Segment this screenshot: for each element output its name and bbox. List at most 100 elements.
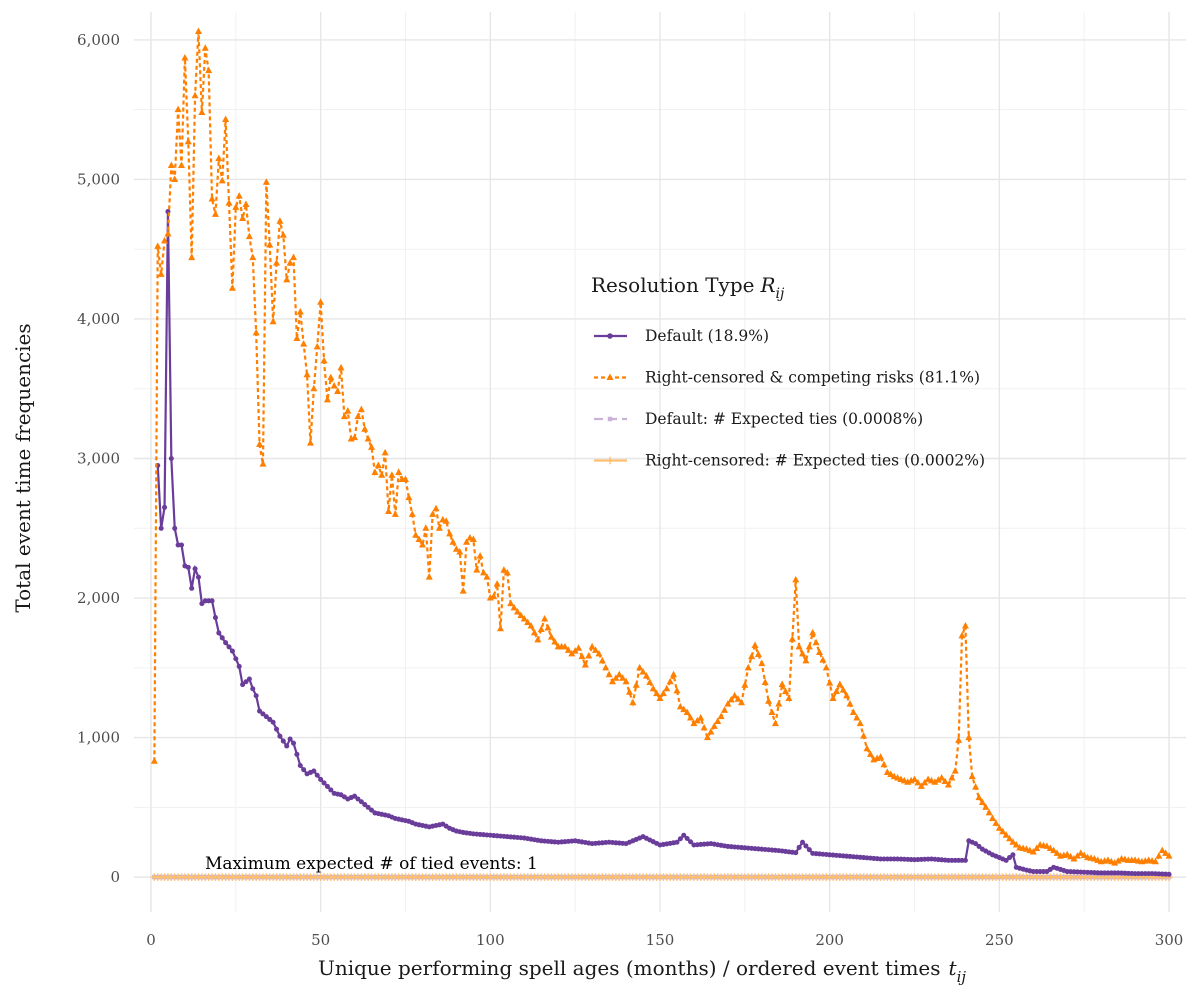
series-1-point xyxy=(259,460,267,467)
legend-key-marker xyxy=(606,456,614,465)
series-1-point xyxy=(911,775,919,782)
series-0-point xyxy=(681,832,687,838)
series-0-point xyxy=(273,726,280,732)
series-0-point xyxy=(216,630,222,636)
series-1-point xyxy=(317,298,325,305)
series-1-point xyxy=(541,614,549,622)
series-1-point xyxy=(150,757,158,764)
y-tick-label: 2,000 xyxy=(77,589,120,607)
series-0-point xyxy=(263,714,269,720)
series-1-point xyxy=(992,819,1000,826)
series-0-point xyxy=(1166,871,1172,877)
series-1-point xyxy=(1002,831,1010,838)
series-1-point xyxy=(778,680,786,688)
series-1-point xyxy=(497,624,505,632)
series-1-point xyxy=(242,200,250,208)
series-1-point xyxy=(914,778,922,786)
series-0-point xyxy=(219,635,225,641)
series-1-point xyxy=(938,774,946,781)
series-1-point xyxy=(866,750,874,757)
series-1-point xyxy=(687,714,695,721)
series-1-point xyxy=(792,575,800,583)
series-1-point xyxy=(595,649,603,657)
series-0-point xyxy=(677,836,683,842)
series-1-point xyxy=(853,714,861,721)
series-0-point xyxy=(973,841,979,847)
series-1-point xyxy=(235,192,243,199)
series-1-point xyxy=(517,611,525,618)
series-1-point xyxy=(751,641,759,648)
series-1-point xyxy=(917,782,925,789)
y-axis-title: Total event time frequencies xyxy=(11,323,35,612)
series-0-point xyxy=(192,566,198,572)
series-1-point xyxy=(449,538,457,545)
x-tick-label: 50 xyxy=(311,931,330,949)
series-1-point xyxy=(1029,848,1037,855)
series-1-point xyxy=(887,770,895,778)
series-1-point xyxy=(273,259,281,266)
legend-item: Right-censored: # Expected ties (0.0002%… xyxy=(594,452,985,470)
series-1-point xyxy=(405,493,413,501)
series-1-point xyxy=(269,317,277,325)
series-1-point xyxy=(1155,852,1163,859)
series-1-point xyxy=(822,663,830,671)
series-1-point xyxy=(289,253,297,261)
series-1-point xyxy=(608,677,616,685)
series-0-point xyxy=(294,751,300,757)
series-1-point xyxy=(720,706,728,713)
series-0-point xyxy=(806,847,812,853)
series-0-point xyxy=(270,719,276,725)
series-1-point xyxy=(473,566,481,573)
legend-item: Default: # Expected ties (0.0008%) xyxy=(594,410,923,428)
series-1-point xyxy=(1043,842,1051,849)
series-1-point xyxy=(296,308,304,315)
series-1-point xyxy=(737,698,745,706)
series-1-point xyxy=(201,44,209,51)
series-1-point xyxy=(300,340,308,347)
series-0-point xyxy=(195,574,202,580)
series-1-point xyxy=(968,772,976,780)
legend-label: Right-censored: # Expected ties (0.0002%… xyxy=(645,452,985,470)
series-1-point xyxy=(832,687,840,695)
series-1-point xyxy=(989,814,997,822)
series-1-point xyxy=(697,714,705,721)
series-1-point xyxy=(1050,846,1058,854)
series-1-point xyxy=(836,680,844,688)
series-1-point xyxy=(761,678,769,685)
series-1-point xyxy=(415,535,423,542)
series-1-point xyxy=(361,425,369,432)
series-1-point xyxy=(306,439,314,446)
series-0-point xyxy=(976,843,982,849)
series-0-point xyxy=(168,455,174,462)
series-1-point xyxy=(401,475,409,482)
series-1-point xyxy=(744,663,752,671)
series-1-point xyxy=(666,677,674,685)
series-1-point xyxy=(653,689,661,697)
series-1-point xyxy=(198,108,206,115)
series-1-point xyxy=(388,471,396,478)
series-1-point xyxy=(493,580,501,587)
series-1-point xyxy=(805,642,813,650)
series-1-point xyxy=(507,599,515,607)
series-0-point xyxy=(1010,852,1016,858)
series-1-point xyxy=(880,760,888,768)
series-1-point xyxy=(670,670,678,678)
series-1-point xyxy=(225,199,233,206)
series-1-point xyxy=(429,510,437,517)
series-1-point xyxy=(418,541,426,548)
series-1-point xyxy=(826,679,834,686)
series-1-point xyxy=(999,827,1007,835)
series-1-point xyxy=(327,373,335,381)
series-1-point xyxy=(432,504,440,512)
series-1-point xyxy=(561,642,569,650)
series-1-point xyxy=(622,677,630,685)
legend-items: Default (18.9%) Right-censored & competin… xyxy=(594,327,985,470)
series-1-point xyxy=(646,678,654,685)
series-0-point xyxy=(803,843,809,849)
series-1-point xyxy=(354,412,362,420)
series-0-point xyxy=(158,525,164,531)
series-1-point xyxy=(707,728,715,735)
series-1-point xyxy=(303,370,311,378)
series-0-point xyxy=(267,716,273,722)
series-1-point xyxy=(1012,841,1020,848)
